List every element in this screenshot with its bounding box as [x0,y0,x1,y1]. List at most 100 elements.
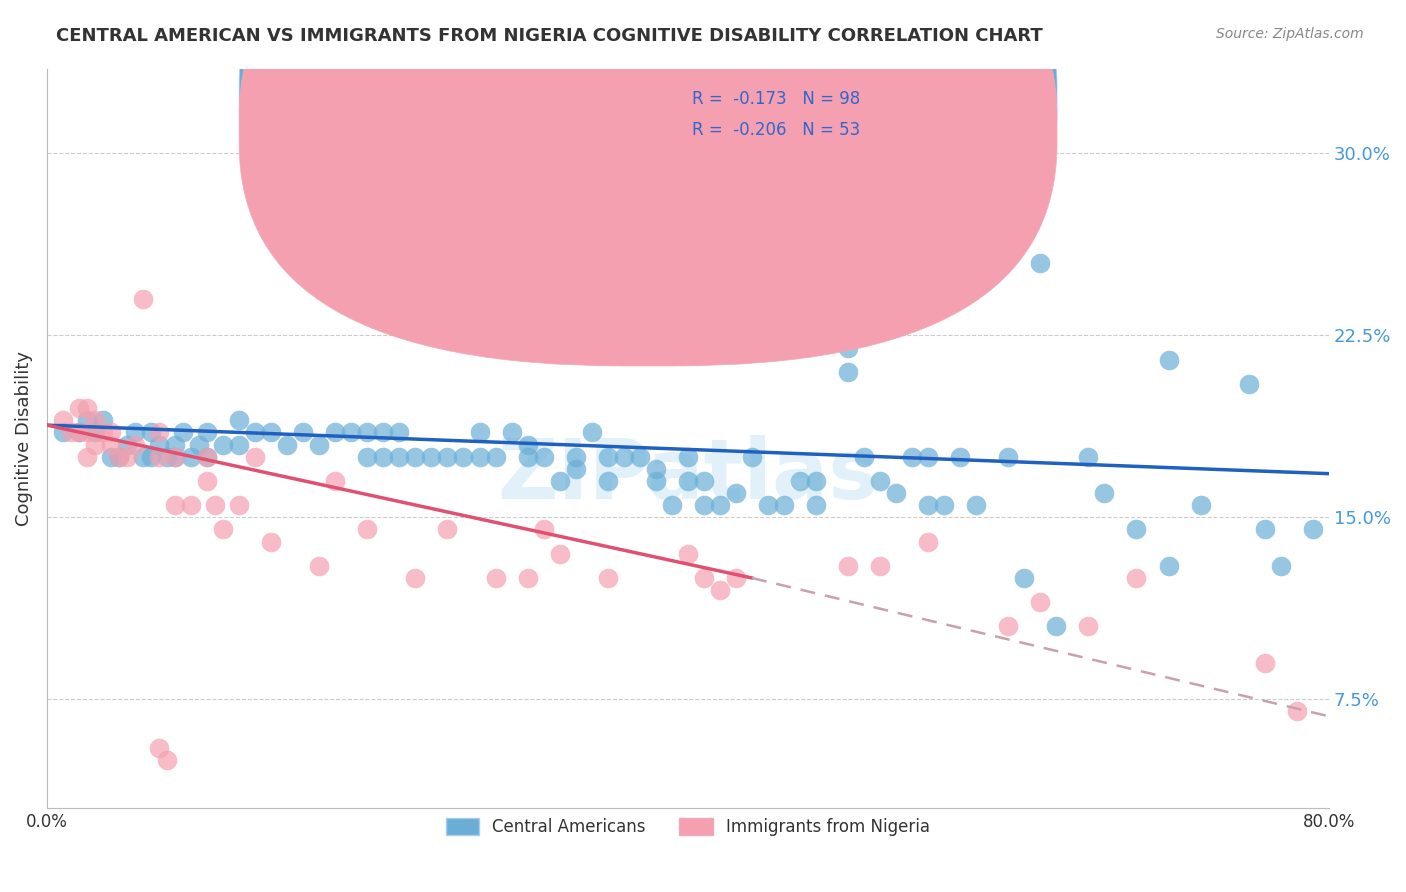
Point [124,425,146,440]
Text: Source: ZipAtlas.com: Source: ZipAtlas.com [1216,27,1364,41]
Point [468,425,491,440]
Point [228,437,250,451]
Point [165,437,187,451]
Point [260,534,283,549]
Point [228,498,250,512]
Point [100,425,122,440]
Point [356,425,378,440]
Text: ZIPatlas: ZIPatlas [498,435,879,516]
Point [356,450,378,464]
Point [195,425,218,440]
Point [676,474,699,488]
Point [468,450,491,464]
Point [228,413,250,427]
Point [139,450,162,464]
Point [436,450,458,464]
Point [156,753,179,767]
Point [308,558,330,573]
Point [997,450,1019,464]
Point [340,425,363,440]
Point [1237,376,1260,391]
Point [1270,558,1292,573]
Point [148,437,170,451]
Point [195,450,218,464]
Point [91,425,114,440]
Point [1253,656,1275,670]
Point [804,498,827,512]
Point [741,450,763,464]
Point [709,498,731,512]
Point [613,450,636,464]
Point [1077,450,1099,464]
Point [644,462,666,476]
Point [292,425,315,440]
Point [484,450,506,464]
Point [148,425,170,440]
Text: R =  -0.173   N = 98: R = -0.173 N = 98 [692,90,860,108]
Point [308,437,330,451]
Point [1125,523,1147,537]
Point [165,498,187,512]
Point [756,498,779,512]
Point [661,498,683,512]
Point [100,437,122,451]
Point [91,413,114,427]
Point [581,425,603,440]
Point [789,474,811,488]
Point [837,341,859,355]
Point [212,523,235,537]
Point [115,450,138,464]
Point [148,450,170,464]
Point [676,450,699,464]
Point [115,437,138,451]
Point [564,450,586,464]
Point [548,547,571,561]
Point [260,425,283,440]
Point [276,437,298,451]
Point [1077,619,1099,633]
Point [108,450,131,464]
Point [1029,595,1052,609]
Point [67,425,90,440]
Point [884,486,907,500]
Y-axis label: Cognitive Disability: Cognitive Disability [15,351,32,526]
Point [596,571,619,585]
Point [404,450,426,464]
Point [180,498,202,512]
Text: CENTRAL AMERICAN VS IMMIGRANTS FROM NIGERIA COGNITIVE DISABILITY CORRELATION CHA: CENTRAL AMERICAN VS IMMIGRANTS FROM NIGE… [56,27,1043,45]
FancyBboxPatch shape [239,0,1057,334]
FancyBboxPatch shape [592,50,1040,165]
Point [917,498,939,512]
Point [516,571,538,585]
Point [516,437,538,451]
Point [373,425,395,440]
Point [420,450,443,464]
Point [596,450,619,464]
Point [59,425,82,440]
Point [501,425,523,440]
Point [245,425,267,440]
Point [853,450,876,464]
Point [188,437,211,451]
Point [52,425,75,440]
Point [1094,486,1116,500]
Point [965,498,987,512]
Point [67,425,90,440]
Point [139,425,162,440]
Point [165,450,187,464]
Point [195,474,218,488]
Point [108,450,131,464]
Point [693,498,716,512]
Point [1157,558,1180,573]
Point [516,450,538,464]
Point [837,558,859,573]
Point [212,437,235,451]
Point [1029,255,1052,269]
Point [869,558,891,573]
FancyBboxPatch shape [239,0,1057,366]
Point [156,450,179,464]
Point [388,450,411,464]
Point [67,401,90,416]
Point [724,486,747,500]
Point [693,571,716,585]
